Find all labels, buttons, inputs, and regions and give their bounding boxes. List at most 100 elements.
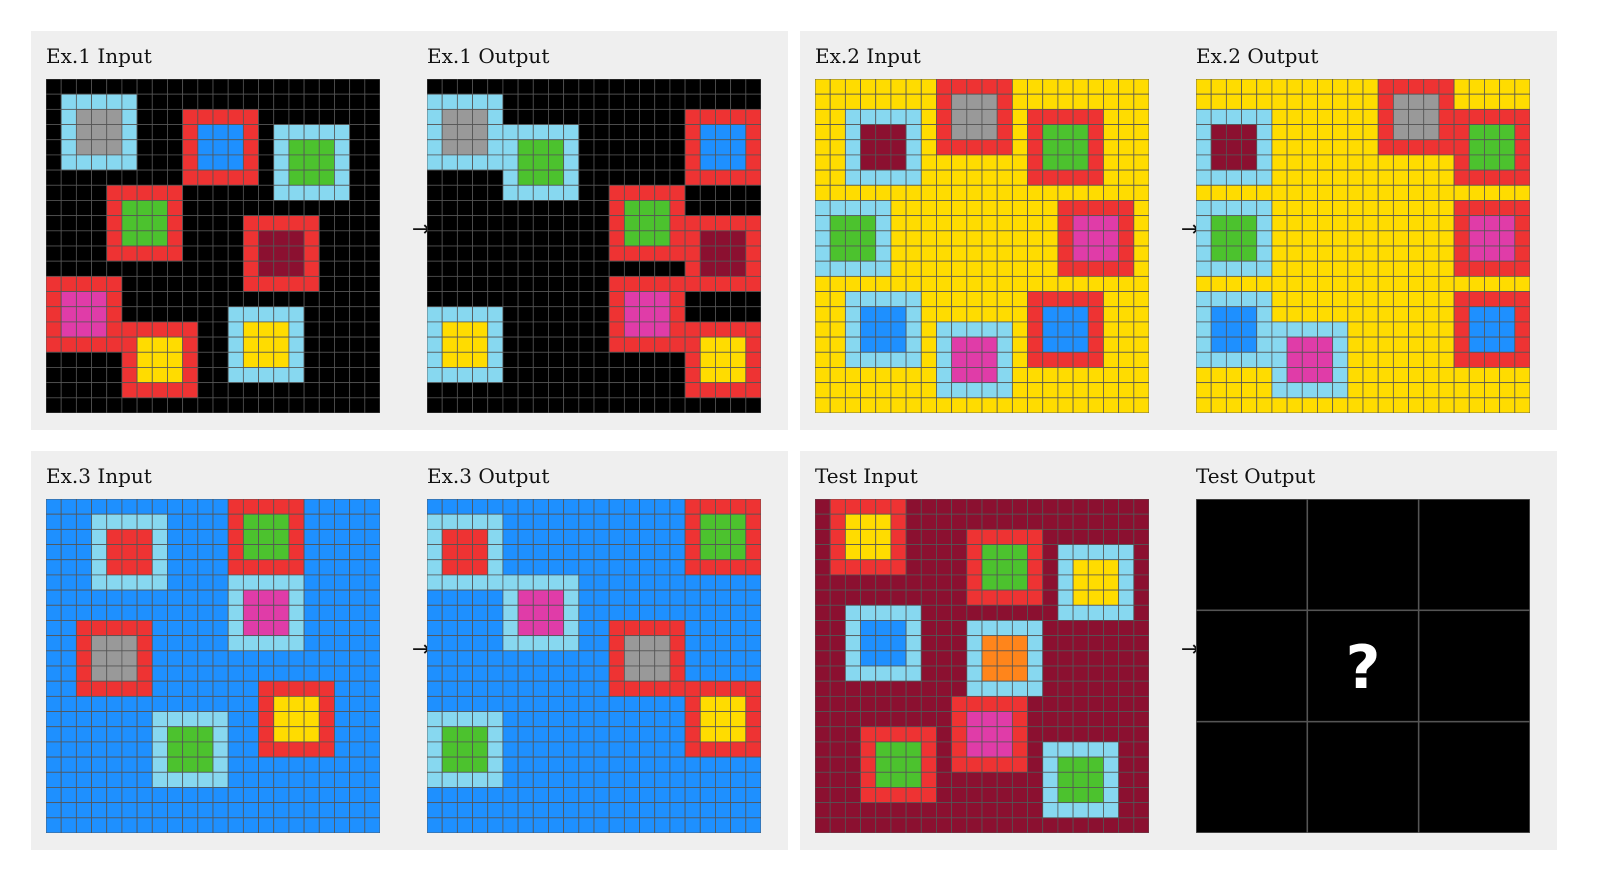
grid-cell [920, 336, 937, 353]
grid-cell [860, 620, 877, 637]
grid-cell [303, 771, 320, 788]
grid-cell[interactable] [1417, 720, 1530, 833]
grid-cell [1438, 139, 1455, 156]
grid-cell [875, 695, 892, 712]
grid-cell [46, 169, 62, 186]
grid-cell [563, 741, 580, 758]
grid-cell [684, 336, 701, 353]
grid-cell[interactable] [1417, 499, 1530, 612]
grid-cell [502, 93, 519, 110]
grid-cell [966, 306, 983, 323]
grid-cell [1392, 291, 1409, 308]
grid-cell [844, 230, 861, 247]
grid-cell [242, 275, 259, 292]
grid-cell [966, 245, 983, 262]
grid-cell[interactable] [1306, 499, 1420, 612]
grid-cell [815, 513, 831, 530]
grid-cell [364, 124, 380, 141]
grid-cell [532, 787, 549, 804]
grid-cell [288, 650, 305, 667]
grid-cell [532, 665, 549, 682]
grid-cell [815, 215, 831, 232]
grid-cell [472, 635, 489, 652]
grid-cell [699, 291, 716, 308]
grid-cell [242, 215, 259, 232]
grid-cell [730, 367, 747, 384]
grid-cell [981, 528, 998, 545]
grid-cell [1133, 245, 1149, 262]
grid-cell [242, 260, 259, 277]
grid-cell [1103, 817, 1120, 833]
grid-cell [715, 230, 732, 247]
grid-cell [60, 695, 77, 712]
grid-cell [860, 336, 877, 353]
grid-cell [46, 397, 62, 413]
grid-cell [60, 513, 77, 530]
grid-cell [364, 604, 380, 621]
grid-cell [212, 169, 229, 186]
grid-cell [684, 79, 701, 95]
grid-cell [936, 382, 953, 399]
grid-cell [46, 306, 62, 323]
grid-cell [1027, 367, 1044, 384]
grid-cell [334, 108, 351, 125]
grid-cell [197, 695, 214, 712]
grid-cell [623, 741, 640, 758]
grid-cell [745, 108, 761, 125]
grid-cell [121, 620, 138, 637]
grid-cell [532, 139, 549, 156]
grid-cell [1072, 79, 1089, 95]
grid-cell [1362, 306, 1379, 323]
grid-cell [258, 124, 275, 141]
grid-cell[interactable] [1196, 499, 1309, 612]
grid-cell [1332, 124, 1349, 141]
grid-cell [242, 635, 259, 652]
grid-cell [151, 589, 168, 606]
grid-cell [1332, 382, 1349, 399]
grid-cell [364, 528, 380, 545]
grid-cell [890, 711, 907, 728]
grid-cell [654, 574, 671, 591]
grid-cell [875, 336, 892, 353]
grid-cell [1499, 291, 1516, 308]
test-output-grid[interactable]: ? [1196, 499, 1530, 833]
grid-cell [1514, 79, 1530, 95]
grid-cell [563, 817, 580, 833]
grid-cell [844, 200, 861, 217]
grid-cell [578, 756, 595, 773]
grid-cell [623, 215, 640, 232]
grid-cell [730, 665, 747, 682]
grid-cell [75, 275, 92, 292]
grid-cell[interactable] [1306, 720, 1420, 833]
grid-cell [608, 169, 625, 186]
grid-cell [1317, 260, 1334, 277]
grid-cell [167, 275, 184, 292]
grid-cell [1301, 245, 1318, 262]
grid-cell [1468, 154, 1485, 171]
grid-cell [75, 397, 92, 413]
grid-cell[interactable] [1196, 720, 1309, 833]
grid-cell [303, 787, 320, 804]
grid-cell [532, 306, 549, 323]
grid-cell [91, 169, 108, 186]
grid-cell[interactable] [1196, 609, 1309, 723]
grid-cell [106, 154, 123, 171]
grid-cell [364, 184, 380, 201]
grid-cell[interactable] [1417, 609, 1530, 723]
grid-cell [1499, 367, 1516, 384]
grid-cell [273, 513, 290, 530]
grid-cell [303, 79, 320, 95]
grid-cell [1118, 291, 1135, 308]
grid-cell [996, 230, 1013, 247]
grid-cell [951, 499, 968, 515]
grid-cell [1103, 93, 1120, 110]
grid-cell [654, 245, 671, 262]
grid-cell [1468, 382, 1485, 399]
grid-cell [427, 230, 443, 247]
grid-cell [1042, 635, 1059, 652]
grid-cell [1256, 108, 1273, 125]
grid-cell [227, 528, 244, 545]
grid-cell [1210, 139, 1227, 156]
grid-cell [349, 230, 366, 247]
grid-cell [1271, 169, 1288, 186]
